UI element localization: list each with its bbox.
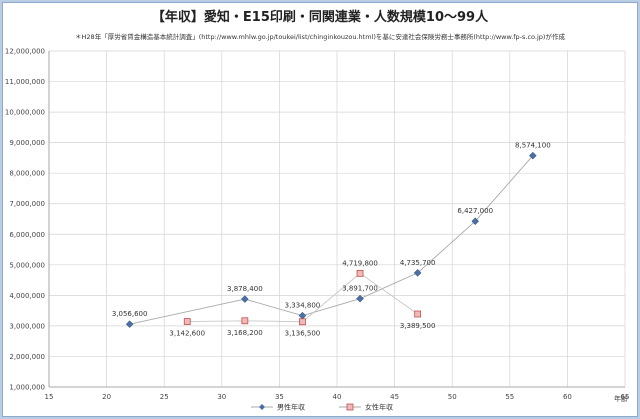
series-markers [125,151,537,329]
legend-entry: 男性年収 [277,403,305,412]
x-tick-label: 35 [275,393,284,401]
line-chart: 【年収】愛知・E15印刷・同関連業・人数規模10〜99人 ＊H28年「厚労省賃金… [5,9,630,412]
y-tick-label: 2,000,000 [9,353,45,361]
female-data-point [356,269,364,277]
female-data-point [299,318,306,326]
axes: 1,000,000 2,000,000 3,000,000 4,000,000 5,00… [5,48,630,402]
x-tick-label: 25 [160,393,169,401]
legend-entry: 女性年収 [365,403,393,412]
x-tick-label: 20 [102,393,111,401]
legend-marker-male [259,404,265,410]
x-tick-label: 15 [45,393,54,401]
x-tick-label: 60 [563,393,572,401]
x-tick-label: 40 [333,393,342,401]
male-data-point [240,295,249,303]
chart-title: 【年収】愛知・E15印刷・同関連業・人数規模10〜99人 [152,9,489,25]
female-data-point [183,318,191,325]
data-label: 3,056,600 [112,310,148,318]
data-label: 3,334,800 [285,302,321,310]
male-data-point [413,269,422,277]
data-label: 3,168,200 [227,329,263,337]
series-line-male [129,155,534,325]
y-tick-label: 3,000,000 [9,322,45,330]
y-tick-label: 12,000,000 [5,48,45,56]
data-label: 4,719,800 [342,259,378,267]
female-data-point [241,317,249,325]
gridlines [48,50,626,388]
x-axis-label: 年齢 [614,394,628,403]
data-label: 8,574,100 [515,142,551,150]
chart-source-note: ＊H28年「厚労省賃金構造基本統計調査」(http://www.mhlw.go.… [75,32,565,41]
data-label: 4,735,700 [400,259,436,267]
data-label: 3,136,500 [285,330,321,338]
legend: 男性年収 女性年収 [251,403,393,412]
x-tick-label: 55 [505,393,514,401]
female-data-point [414,310,422,318]
male-data-point [471,217,480,226]
data-label: 3,878,400 [227,285,263,293]
x-tick-label: 65 [621,393,630,401]
data-label: 3,891,700 [342,285,378,293]
male-data-point [528,151,537,160]
data-label: 3,142,600 [169,330,205,338]
data-label: 6,427,000 [457,207,493,215]
y-tick-label: 10,000,000 [5,109,45,117]
y-tick-label: 7,000,000 [9,200,45,208]
y-tick-label: 9,000,000 [9,139,45,147]
y-tick-label: 1,000,000 [9,384,45,392]
legend-marker-female [346,403,354,411]
data-labels: 3,056,600 3,878,400 3,334,800 3,891,700 4,73… [112,142,551,338]
y-tick-label: 8,000,000 [9,170,45,178]
x-tick-label: 30 [217,393,226,401]
y-tick-label: 4,000,000 [9,292,45,300]
y-tick-label: 11,000,000 [5,78,45,86]
y-tick-label: 6,000,000 [9,231,45,239]
male-data-point [125,320,134,329]
series-lines [129,155,534,325]
male-data-point [298,311,307,320]
x-tick-label: 50 [448,393,457,401]
x-tick-label: 45 [390,393,399,401]
data-label: 3,389,500 [400,322,436,330]
y-tick-label: 5,000,000 [9,261,45,269]
male-data-point [356,294,364,303]
